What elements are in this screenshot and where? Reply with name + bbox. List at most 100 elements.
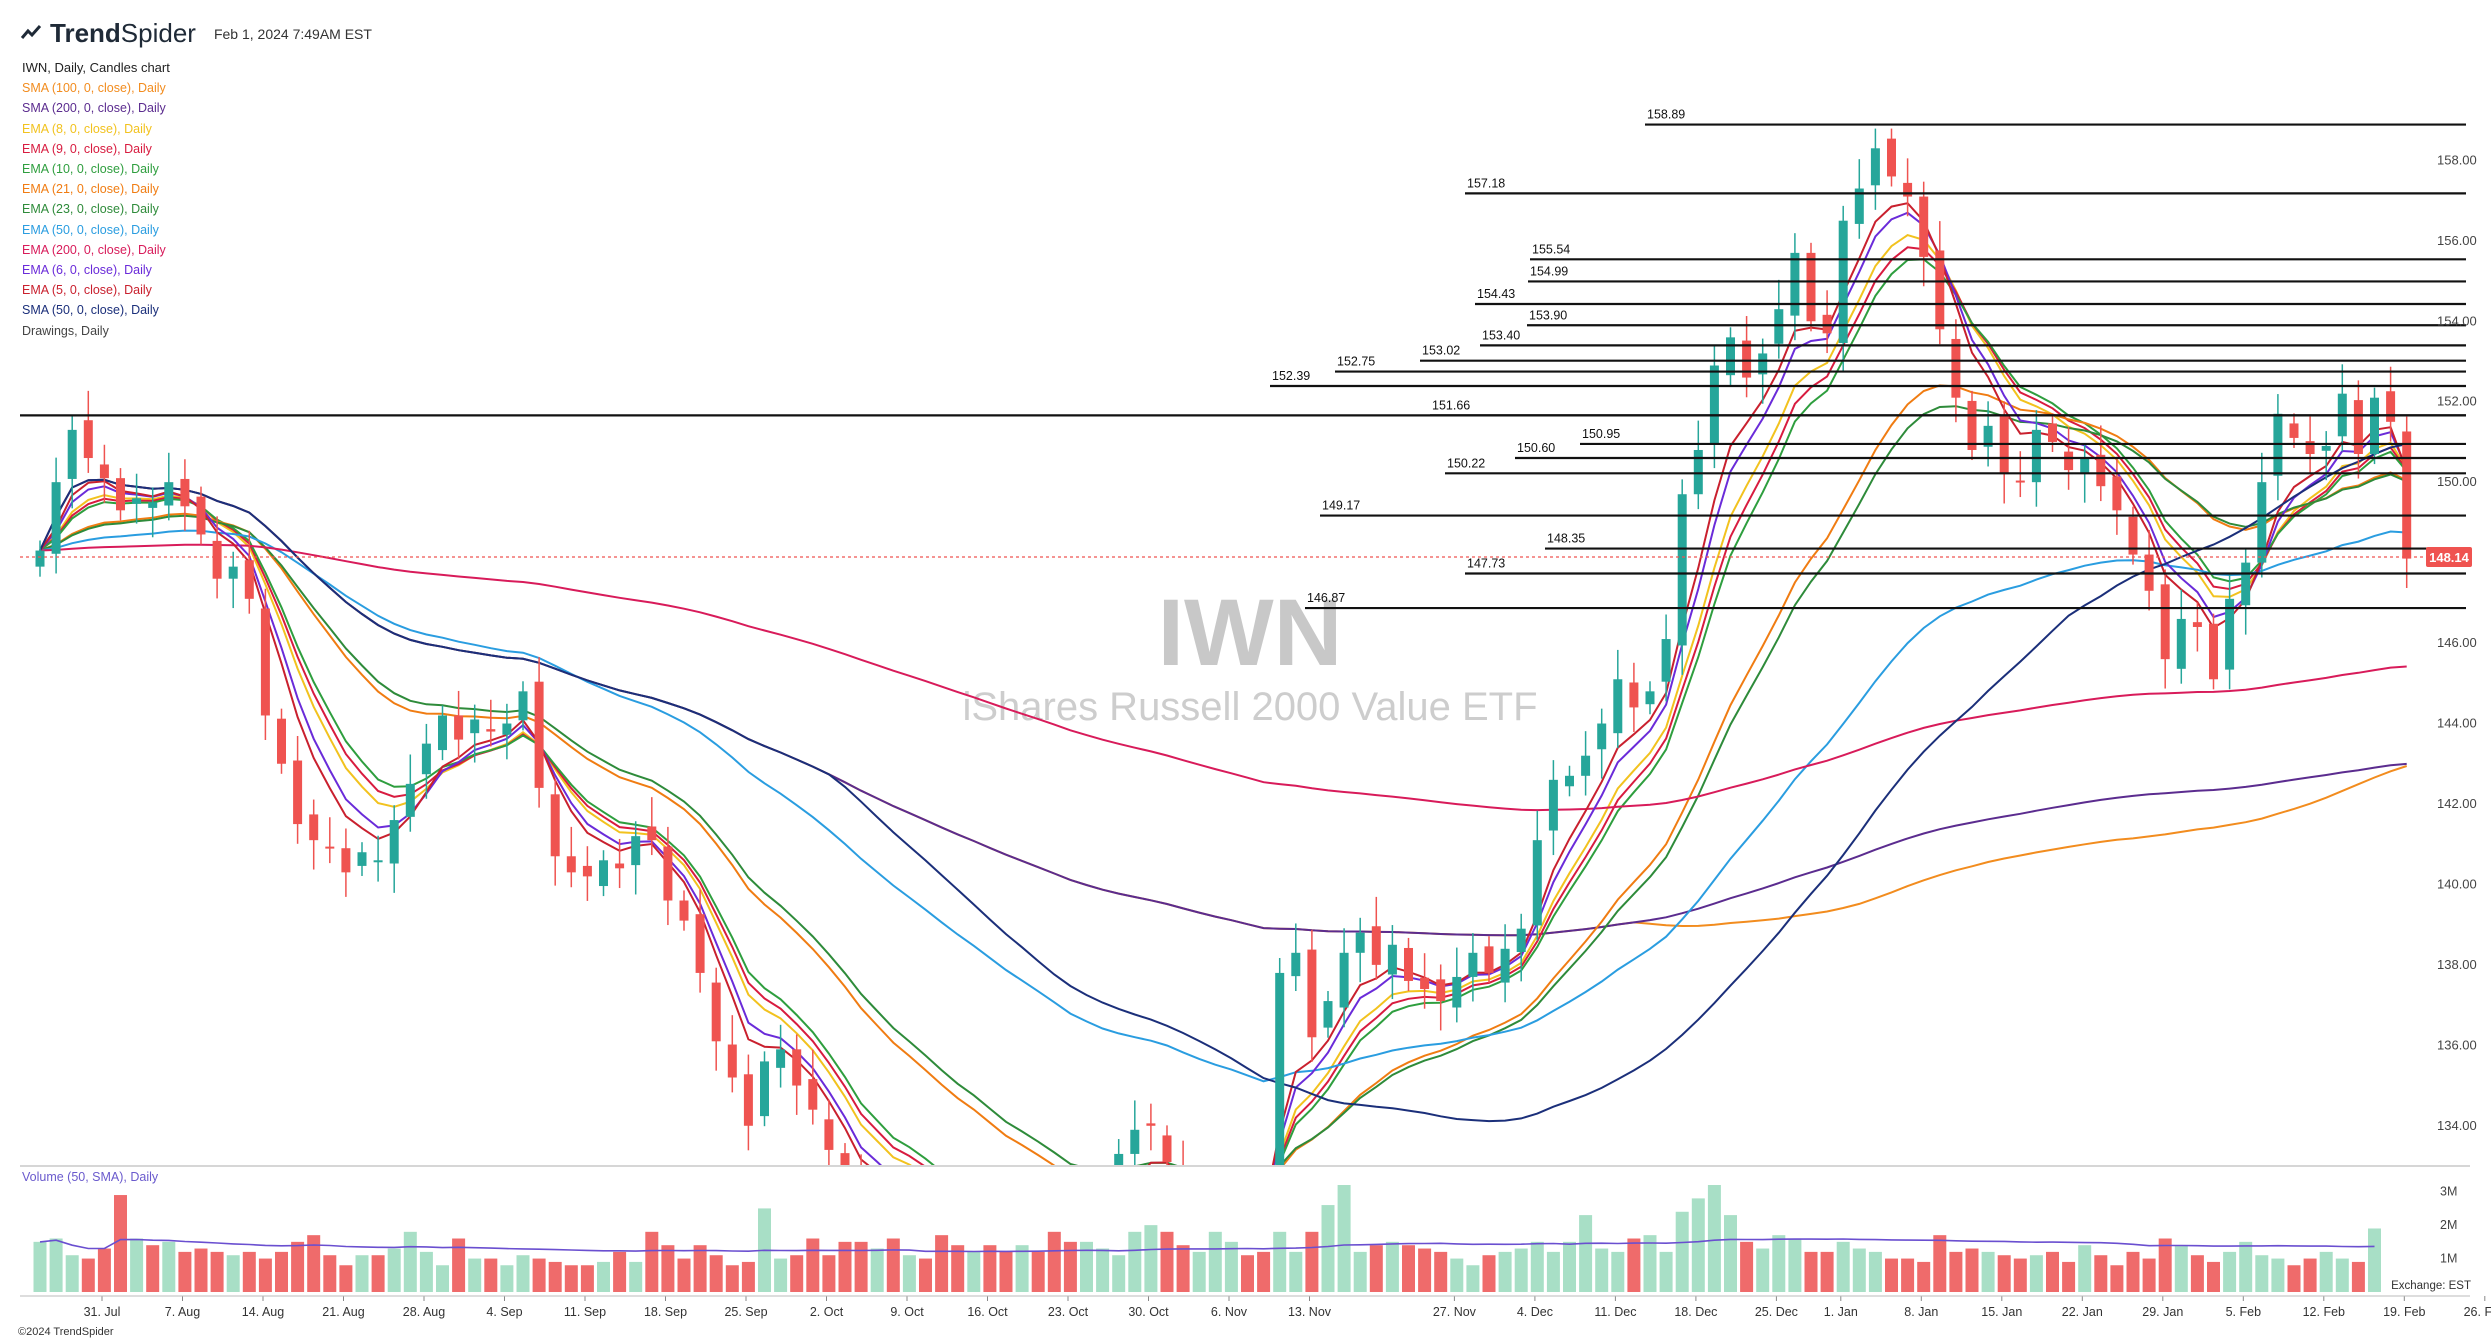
candle-body	[743, 1074, 753, 1126]
volume-bar	[49, 1238, 63, 1292]
indicator-legend-item[interactable]: EMA (21, 0, close), Daily	[22, 182, 159, 197]
volume-bar	[2271, 1258, 2285, 1292]
volume-bar	[967, 1251, 981, 1292]
candle-body	[727, 1044, 737, 1078]
volume-bar	[484, 1258, 498, 1292]
candle-body	[486, 729, 496, 732]
x-tick-label: 15. Jan	[1981, 1305, 2022, 1319]
level-label: 152.39	[1272, 369, 1310, 383]
volume-bar	[2046, 1251, 2059, 1292]
volume-bar	[1595, 1248, 1609, 1292]
volume-bar	[436, 1265, 449, 1292]
volume-bar	[564, 1265, 578, 1292]
volume-bar	[291, 1241, 305, 1292]
volume-bar	[1820, 1251, 1834, 1292]
volume-bar	[500, 1265, 514, 1292]
y-tick-label: 156.00	[2437, 233, 2477, 248]
volume-bar	[1885, 1258, 1898, 1292]
x-tick-label: 4. Sep	[486, 1305, 522, 1319]
indicator-legend-item[interactable]: EMA (9, 0, close), Daily	[22, 141, 152, 156]
volume-bar	[2255, 1255, 2269, 1292]
candle-body	[389, 820, 399, 864]
volume-bar	[2126, 1251, 2140, 1292]
volume-bar	[1241, 1255, 1254, 1292]
candle-body	[695, 914, 705, 973]
volume-bar	[1160, 1231, 1174, 1292]
candle-body	[663, 846, 673, 901]
volume-bar	[114, 1195, 127, 1292]
candle-body	[2289, 423, 2299, 438]
volume-bar	[226, 1255, 240, 1292]
candle-body	[164, 482, 174, 506]
volume-tick-label: 2M	[2440, 1218, 2457, 1232]
x-tick-label: 11. Dec	[1594, 1305, 1636, 1319]
timestamp: Feb 1, 2024 7:49AM EST	[213, 25, 372, 42]
x-tick-label: 19. Feb	[2383, 1305, 2425, 1319]
candle-body	[905, 1190, 914, 1214]
indicator-legend-item[interactable]: EMA (10, 0, close), Daily	[22, 162, 159, 177]
volume-bar	[2142, 1258, 2156, 1292]
indicator-legend: IWN, Daily, Candles chart SMA (100, 0, c…	[22, 58, 170, 341]
x-tick-label: 18. Dec	[1674, 1305, 1717, 1319]
candle-body	[1387, 944, 1397, 975]
x-tick-label: 27. Nov	[1433, 1305, 1477, 1319]
volume-bar	[1321, 1205, 1335, 1292]
indicator-legend-item[interactable]: EMA (6, 0, close), Daily	[22, 263, 152, 278]
indicator-legend-item[interactable]: SMA (200, 0, close), Daily	[22, 101, 166, 116]
volume-tick-label: 3M	[2440, 1185, 2457, 1199]
candle-body	[615, 863, 625, 869]
volume-bar	[2239, 1241, 2253, 1292]
candle-body	[2305, 441, 2315, 455]
candle-body	[1742, 340, 1752, 378]
candle-body	[2370, 397, 2379, 455]
volume-bar	[81, 1258, 95, 1292]
volume-bar	[419, 1251, 433, 1292]
y-tick-label: 154.00	[2437, 313, 2477, 328]
candle-body	[1645, 691, 1655, 705]
candle-body	[1999, 416, 2009, 475]
support-resistance-lines[interactable]: 158.89 157.18 155.54 154.99 154.43 153.90 153.…	[20, 108, 2466, 610]
candle-body	[1291, 952, 1301, 977]
candle-body	[1227, 1190, 1236, 1213]
candle-body	[1983, 425, 1993, 447]
volume-bar	[1836, 1241, 1850, 1292]
level-label: 151.66	[1432, 398, 1470, 412]
candle-body	[857, 1179, 866, 1222]
volume-bar	[1917, 1261, 1931, 1292]
indicator-legend-item[interactable]: EMA (50, 0, close), Daily	[22, 222, 159, 237]
x-tick-label: 7. Aug	[165, 1305, 200, 1319]
candle-body	[1903, 182, 1913, 197]
candle-body	[599, 860, 608, 887]
x-tick-label: 1. Jan	[1824, 1305, 1858, 1319]
candle-body	[582, 865, 592, 877]
volume-bar	[1337, 1185, 1351, 1292]
candle-body	[760, 1061, 769, 1117]
volume-bar	[1144, 1225, 1158, 1292]
indicator-legend-item[interactable]: SMA (50, 0, close), Daily	[22, 303, 159, 318]
candle-body	[1613, 679, 1623, 734]
volume-bar	[838, 1241, 852, 1292]
indicator-legend-item[interactable]: Drawings, Daily	[22, 323, 109, 338]
volume-bar	[709, 1255, 723, 1292]
ema-21-line	[39, 384, 2408, 1165]
ema-9-line	[39, 246, 2408, 1165]
volume-bar	[1627, 1238, 1641, 1292]
volume-bar	[1949, 1251, 1963, 1292]
level-label: 150.95	[1582, 427, 1620, 441]
candle-body	[776, 1049, 786, 1068]
volume-bar	[2174, 1245, 2188, 1292]
indicator-legend-item[interactable]: SMA (100, 0, close), Daily	[22, 81, 166, 96]
last-price-badge	[2426, 546, 2472, 567]
y-tick-label: 158.00	[2437, 152, 2477, 167]
x-tick-label: 8. Jan	[1904, 1305, 1938, 1319]
indicator-legend-item[interactable]: EMA (23, 0, close), Daily	[22, 202, 159, 217]
indicator-legend-item[interactable]: EMA (5, 0, close), Daily	[22, 283, 152, 298]
volume-bar	[1852, 1248, 1866, 1292]
candle-body	[2192, 622, 2202, 627]
x-tick-label: 23. Oct	[1048, 1305, 1089, 1319]
volume-bar	[2078, 1245, 2092, 1292]
indicator-legend-item[interactable]: EMA (200, 0, close), Daily	[22, 242, 166, 257]
indicator-legend-item[interactable]: EMA (8, 0, close), Daily	[22, 121, 152, 136]
